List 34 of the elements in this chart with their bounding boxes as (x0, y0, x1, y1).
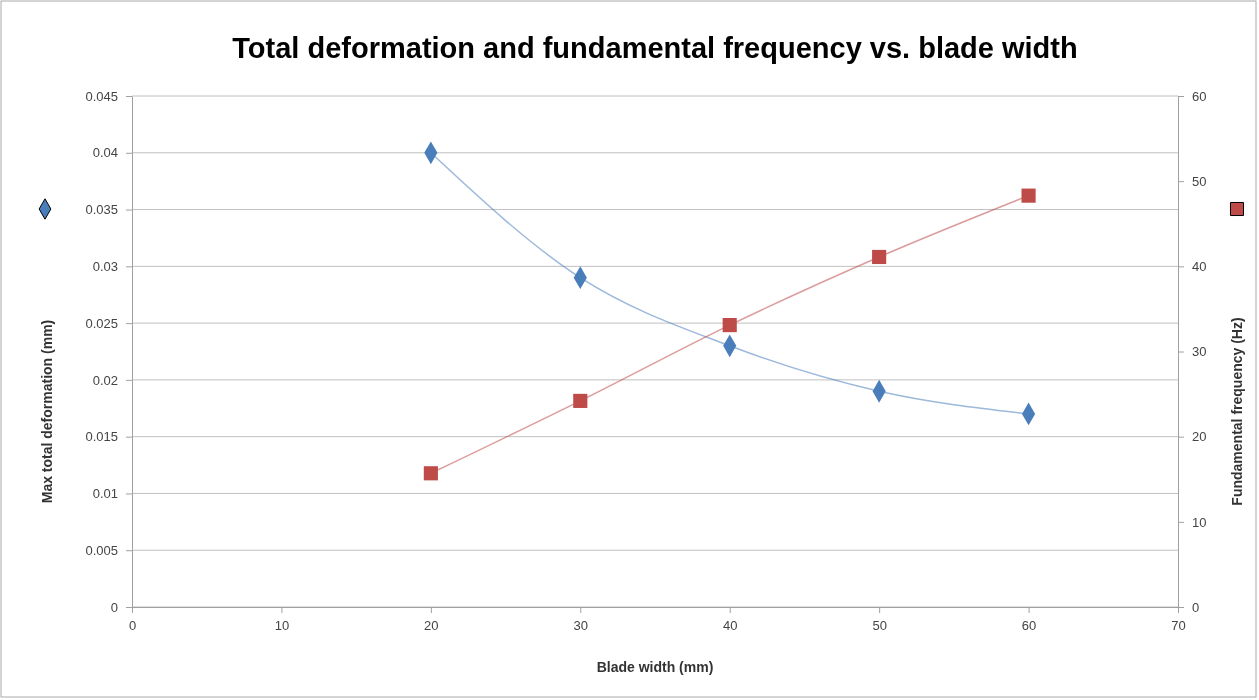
y-tick-label: 0.035 (85, 202, 118, 218)
y2-tick-label: 50 (1192, 173, 1207, 189)
y2-tick-label: 30 (1192, 344, 1207, 360)
y2-tick-label: 10 (1192, 514, 1207, 530)
y-tick-label: 0.01 (92, 486, 118, 502)
chart-title: Total deformation and fundamental frequency vs. blade width (232, 32, 1078, 64)
y2-tick-label: 20 (1192, 429, 1207, 445)
y-tick-label: 0.015 (85, 429, 118, 445)
y2-tick-label: 0 (1192, 599, 1200, 615)
point (1021, 188, 1036, 203)
y-axis-title: Max total deformation (mm) (39, 319, 55, 504)
x-axis-title: Blade width (mm) (596, 659, 714, 675)
x-tick-label: 10 (274, 618, 290, 634)
y-tick-label: 0.045 (85, 88, 118, 104)
y2-tick-label: 60 (1192, 88, 1207, 104)
y-tick-label: 0.02 (92, 372, 118, 388)
y-tick-label: 0.03 (92, 258, 118, 274)
x-tick-label: 0 (128, 618, 137, 634)
x-tick-label: 20 (424, 618, 439, 634)
point (722, 318, 737, 333)
y-tick-label: 0.025 (85, 315, 118, 331)
y-tick-label: 0 (110, 599, 118, 615)
x-tick-label: 30 (573, 618, 589, 634)
point (423, 466, 438, 481)
y2-axis-title: Fundamental frequency (Hz) (1229, 317, 1245, 506)
y-tick-label: 0.005 (85, 542, 118, 558)
y-tick-label: 0.04 (92, 145, 118, 161)
x-tick-label: 40 (722, 618, 738, 634)
x-tick-label: 70 (1171, 618, 1186, 634)
point (872, 249, 887, 265)
point (573, 393, 588, 408)
y2-tick-label: 40 (1192, 258, 1207, 274)
x-tick-label: 60 (1021, 618, 1037, 634)
x-tick-label: 50 (872, 618, 887, 634)
